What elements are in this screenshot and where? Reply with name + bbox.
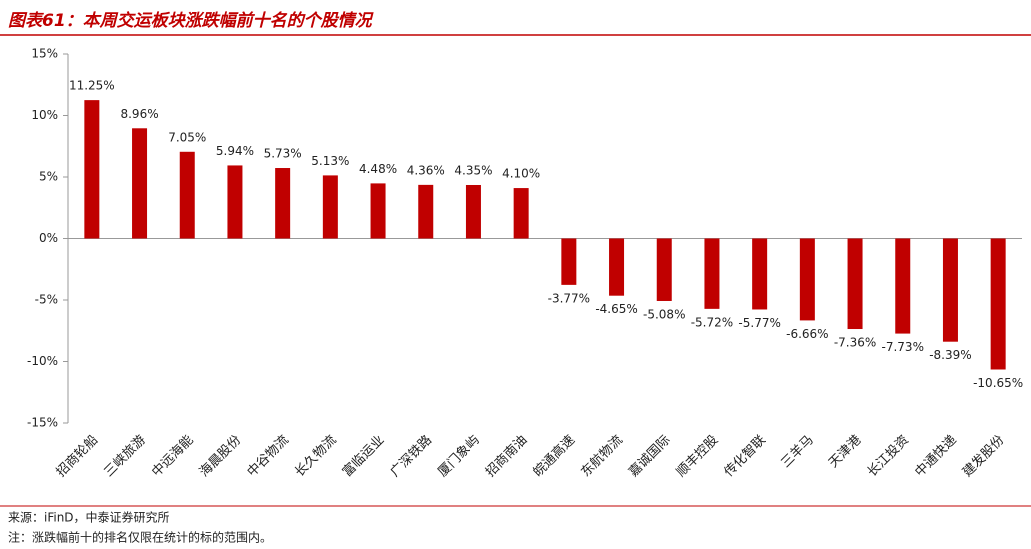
- value-label: 4.48%: [359, 162, 397, 176]
- value-label: 5.94%: [216, 144, 254, 158]
- x-tick-label: 东航物流: [578, 432, 626, 480]
- value-label: 11.25%: [69, 79, 115, 93]
- value-label: -5.77%: [738, 316, 780, 330]
- x-tick-label: 传化智联: [722, 433, 769, 480]
- value-label: -3.77%: [548, 291, 590, 305]
- bar: [942, 238, 958, 342]
- bar: [132, 128, 148, 239]
- x-tick-label: 建发股份: [959, 432, 1007, 480]
- bar: [656, 238, 672, 301]
- bar: [847, 238, 863, 330]
- y-tick-label: -10%: [27, 354, 58, 368]
- value-label: -7.73%: [882, 340, 924, 354]
- x-tick-label: 顺丰控股: [674, 433, 721, 480]
- bar: [561, 238, 577, 285]
- x-tick-label: 海晨股份: [197, 433, 244, 480]
- x-tick-label: 中通快递: [912, 433, 959, 480]
- value-label: -6.66%: [786, 327, 828, 341]
- y-tick-label: -15%: [27, 416, 58, 430]
- bar: [752, 238, 768, 310]
- value-label: -10.65%: [973, 376, 1023, 390]
- footnote: 注：涨跌幅前十的排名仅限在统计的标的范围内。: [8, 530, 272, 545]
- x-tick-label: 三羊马: [778, 432, 817, 471]
- value-label: -7.36%: [834, 336, 876, 350]
- chart-title: 图表61：本周交运板块涨跌幅前十名的个股情况: [8, 11, 375, 31]
- x-tick-label: 嘉诚国际: [626, 433, 673, 480]
- bar: [465, 184, 481, 239]
- x-tick-label: 长江投资: [864, 432, 912, 480]
- y-tick-label: 0%: [39, 231, 58, 245]
- x-tick-label: 广深铁路: [387, 432, 435, 480]
- bar: [799, 238, 815, 321]
- value-label: -4.65%: [595, 302, 637, 316]
- y-tick-label: 5%: [39, 170, 58, 184]
- x-tick-label: 富临运业: [339, 432, 387, 480]
- y-tick-label: -5%: [35, 293, 58, 307]
- bar: [513, 188, 529, 239]
- bar: [609, 238, 625, 296]
- value-label: -5.72%: [691, 315, 733, 329]
- value-label: 4.10%: [502, 167, 540, 181]
- value-label: -5.08%: [643, 307, 685, 321]
- value-label: 4.35%: [454, 163, 492, 177]
- value-label: 8.96%: [120, 107, 158, 121]
- x-tick-label: 长久物流: [292, 433, 339, 480]
- x-tick-label: 中谷物流: [245, 433, 292, 480]
- value-label: 7.05%: [168, 130, 206, 144]
- bar: [322, 175, 338, 239]
- source-note: 来源：iFinD，中泰证券研究所: [8, 510, 170, 525]
- bar: [227, 165, 243, 239]
- bar: [990, 238, 1006, 370]
- bar: [704, 238, 720, 309]
- value-label: -8.39%: [929, 348, 971, 362]
- x-tick-label: 厦门象屿: [435, 433, 482, 480]
- bar: [275, 168, 291, 239]
- bar: [84, 100, 100, 239]
- bar: [179, 151, 195, 239]
- x-tick-label: 天津港: [826, 433, 864, 471]
- bar: [895, 238, 911, 334]
- x-tick-label: 招商南油: [482, 432, 530, 480]
- x-tick-label: 皖通高速: [530, 432, 578, 480]
- x-tick-label: 三峡旅游: [101, 433, 148, 480]
- x-tick-label: 中远海能: [149, 433, 196, 480]
- y-tick-label: 10%: [31, 108, 58, 122]
- x-tick-label: 招商轮船: [54, 433, 101, 480]
- y-tick-label: 15%: [31, 47, 58, 61]
- bar: [370, 183, 386, 239]
- value-label: 4.36%: [407, 163, 445, 177]
- value-label: 5.13%: [311, 154, 349, 168]
- bar: [418, 184, 434, 239]
- value-label: 5.73%: [264, 147, 302, 161]
